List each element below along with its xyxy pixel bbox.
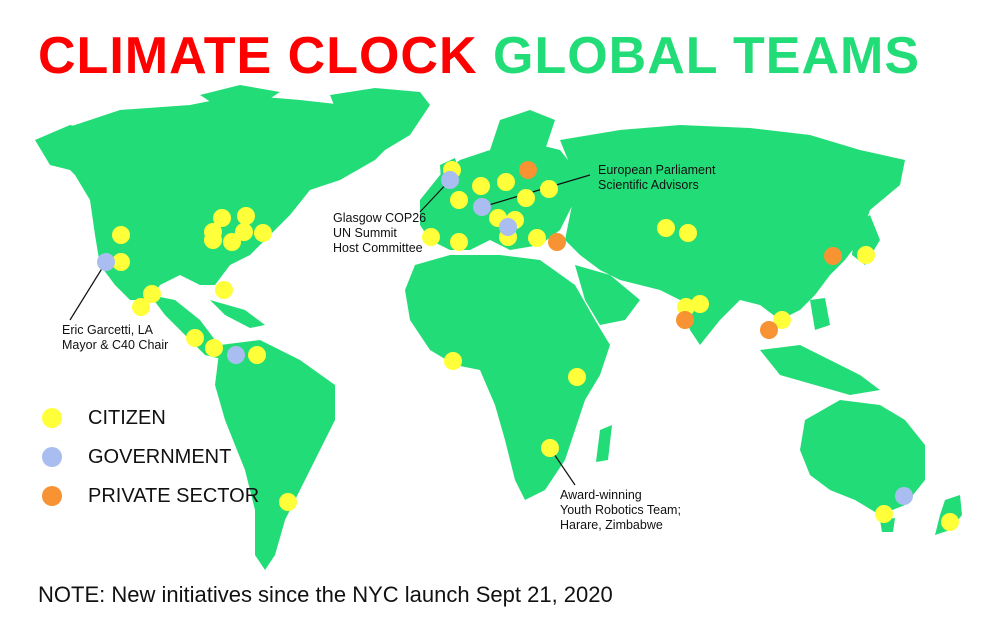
- south-america: [215, 340, 335, 570]
- citizen-marker[interactable]: [205, 339, 223, 357]
- citizen-marker[interactable]: [223, 233, 241, 251]
- annotation-eu-line-1: European Parliament: [598, 163, 716, 177]
- annotation-glasgow-line-2: UN Summit: [333, 226, 397, 240]
- annotation-glasgow-line-1: Glasgow COP26: [333, 211, 427, 225]
- legend-label-citizen: CITIZEN: [88, 406, 166, 429]
- citizen-marker[interactable]: [773, 311, 791, 329]
- private-sector-marker[interactable]: [548, 233, 566, 251]
- government-marker[interactable]: [499, 218, 517, 236]
- private-sector-marker[interactable]: [519, 161, 537, 179]
- citizen-marker[interactable]: [677, 298, 695, 316]
- government-marker[interactable]: [97, 253, 115, 271]
- legend-item-private-sector: PRIVATE SECTOR: [42, 483, 259, 509]
- citizen-marker[interactable]: [444, 352, 462, 370]
- annotation-glasgow: Glasgow COP26 UN Summit Host Committee: [333, 211, 426, 256]
- annotation-harare-line-3: Harare, Zimbabwe: [560, 518, 663, 532]
- citizen-marker[interactable]: [248, 346, 266, 364]
- citizen-marker[interactable]: [497, 173, 515, 191]
- citizen-marker[interactable]: [132, 298, 150, 316]
- private-sector-marker[interactable]: [676, 311, 694, 329]
- citizen-marker[interactable]: [691, 295, 709, 313]
- citizen-dot-icon: [42, 408, 62, 428]
- annotation-eu-line-2: Scientific Advisors: [598, 178, 699, 192]
- citizen-marker[interactable]: [450, 233, 468, 251]
- citizen-marker[interactable]: [528, 229, 546, 247]
- government-dot-icon: [42, 447, 62, 467]
- africa: [405, 255, 610, 500]
- legend-item-citizen: CITIZEN: [42, 405, 166, 431]
- annotation-harare-line-1: Award-winning: [560, 488, 642, 502]
- citizen-marker[interactable]: [941, 513, 959, 531]
- citizen-marker[interactable]: [237, 207, 255, 225]
- private-sector-dot-icon: [42, 486, 62, 506]
- legend-item-government: GOVERNMENT: [42, 444, 231, 470]
- legend-label-private-sector: PRIVATE SECTOR: [88, 484, 260, 507]
- madagascar: [596, 425, 612, 462]
- australia: [800, 400, 925, 515]
- citizen-marker[interactable]: [541, 439, 559, 457]
- footnote: NOTE: New initiatives since the NYC laun…: [38, 582, 613, 607]
- title-part-2: GLOBAL TEAMS: [493, 27, 921, 85]
- scandinavia: [490, 110, 555, 170]
- annotation-la-line-1: Eric Garcetti, LA: [62, 323, 153, 337]
- caribbean: [210, 300, 265, 328]
- citizen-marker[interactable]: [112, 253, 130, 271]
- la-leader-line: [69, 261, 107, 321]
- government-marker[interactable]: [895, 487, 913, 505]
- alaska: [35, 125, 95, 170]
- arabia: [575, 265, 640, 325]
- government-marker[interactable]: [441, 171, 459, 189]
- page-title: CLIMATE CLOCK GLOBAL TEAMS: [38, 26, 920, 86]
- philippines: [810, 298, 830, 330]
- citizen-marker[interactable]: [215, 281, 233, 299]
- citizen-marker[interactable]: [857, 246, 875, 264]
- citizen-marker[interactable]: [875, 505, 893, 523]
- citizen-marker[interactable]: [679, 224, 697, 242]
- title-part-1: CLIMATE CLOCK: [38, 27, 478, 85]
- citizen-marker[interactable]: [450, 191, 468, 209]
- citizen-marker[interactable]: [235, 223, 253, 241]
- eu-leader-line: [481, 174, 591, 208]
- private-sector-marker[interactable]: [760, 321, 778, 339]
- citizen-marker[interactable]: [254, 224, 272, 242]
- markers: [97, 161, 959, 531]
- citizen-marker[interactable]: [422, 228, 440, 246]
- citizen-marker[interactable]: [657, 219, 675, 237]
- citizen-marker[interactable]: [112, 226, 130, 244]
- legend-label-government: GOVERNMENT: [88, 445, 232, 468]
- annotation-glasgow-line-3: Host Committee: [333, 241, 423, 255]
- citizen-marker[interactable]: [186, 329, 204, 347]
- citizen-marker[interactable]: [213, 209, 231, 227]
- citizen-marker[interactable]: [540, 180, 558, 198]
- arctic-islands: [200, 85, 280, 108]
- citizen-marker[interactable]: [143, 285, 161, 303]
- annotation-la: Eric Garcetti, LA Mayor & C40 Chair: [62, 323, 168, 353]
- citizen-marker[interactable]: [279, 493, 297, 511]
- citizen-marker[interactable]: [472, 177, 490, 195]
- private-sector-marker[interactable]: [824, 247, 842, 265]
- greenland: [330, 88, 430, 150]
- citizen-marker[interactable]: [568, 368, 586, 386]
- annotation-harare: Award-winning Youth Robotics Team; Harar…: [560, 488, 681, 533]
- citizen-marker[interactable]: [517, 189, 535, 207]
- government-marker[interactable]: [227, 346, 245, 364]
- annotation-eu: European Parliament Scientific Advisors: [598, 163, 715, 193]
- citizen-marker[interactable]: [204, 231, 222, 249]
- asia: [560, 125, 905, 345]
- annotation-la-line-2: Mayor & C40 Chair: [62, 338, 169, 352]
- north-america: [60, 95, 420, 300]
- annotation-harare-line-2: Youth Robotics Team;: [560, 503, 681, 517]
- southeast-asia-islands: [760, 345, 880, 395]
- government-marker[interactable]: [473, 198, 491, 216]
